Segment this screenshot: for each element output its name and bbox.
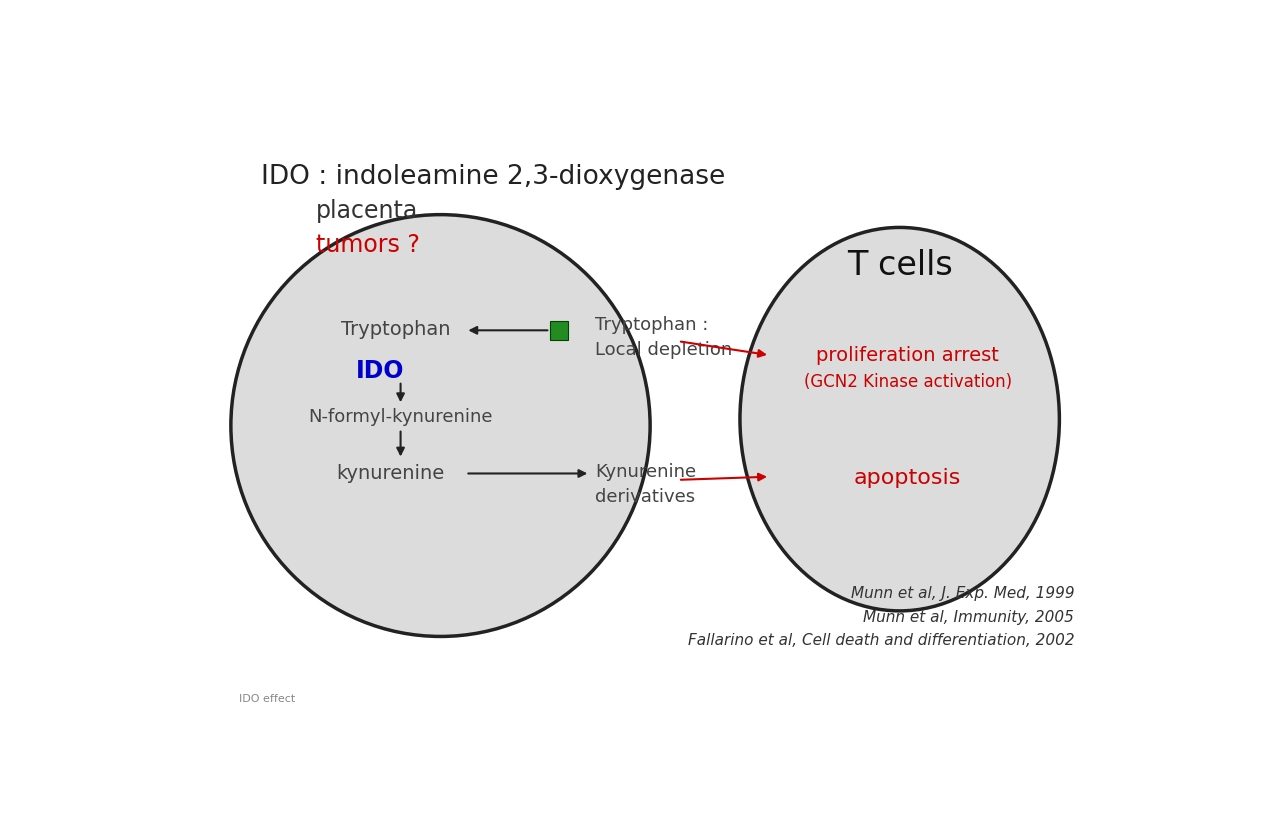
Text: (GCN2 Kinase activation): (GCN2 Kinase activation)	[804, 373, 1011, 391]
Text: IDO: IDO	[357, 359, 404, 383]
Text: proliferation arrest: proliferation arrest	[817, 346, 999, 364]
Text: IDO : indoleamine 2,3-dioxygenase: IDO : indoleamine 2,3-dioxygenase	[260, 164, 725, 189]
Text: Munn et al, J. Exp. Med, 1999: Munn et al, J. Exp. Med, 1999	[851, 586, 1074, 601]
Text: apoptosis: apoptosis	[854, 468, 961, 488]
Text: N-formyl-kynurenine: N-formyl-kynurenine	[308, 408, 493, 427]
Text: kynurenine: kynurenine	[336, 464, 444, 483]
Text: Tryptophan :: Tryptophan :	[595, 315, 708, 334]
Text: derivatives: derivatives	[595, 488, 696, 506]
Text: T cells: T cells	[846, 249, 953, 282]
Text: Kynurenine: Kynurenine	[595, 462, 697, 481]
Text: IDO effect: IDO effect	[238, 694, 295, 704]
Text: Tryptophan: Tryptophan	[341, 320, 451, 339]
Text: placenta: placenta	[316, 199, 419, 222]
Ellipse shape	[231, 215, 650, 637]
Text: Munn et al, Immunity, 2005: Munn et al, Immunity, 2005	[863, 610, 1074, 625]
Ellipse shape	[739, 227, 1059, 611]
Text: Fallarino et al, Cell death and differentiation, 2002: Fallarino et al, Cell death and differen…	[688, 633, 1074, 648]
Text: tumors ?: tumors ?	[316, 232, 420, 256]
Text: Local depletion: Local depletion	[595, 341, 733, 359]
Bar	[550, 320, 568, 340]
